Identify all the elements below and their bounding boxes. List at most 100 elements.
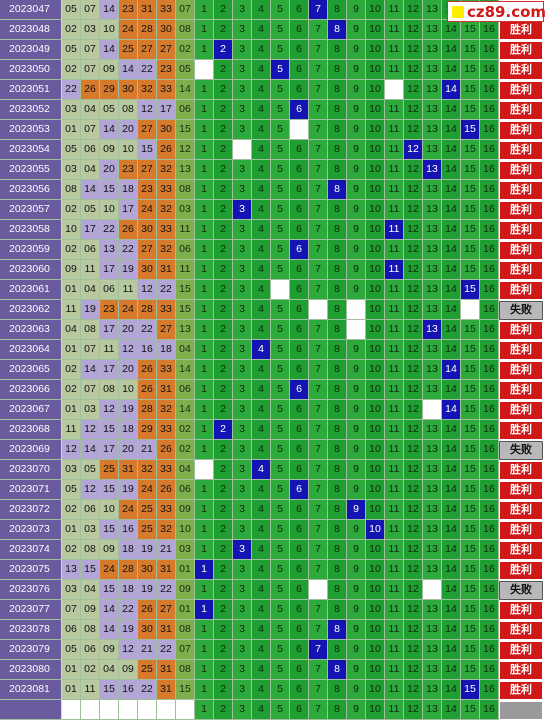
table-row: 2023067 01 03 12 19 28 32 14 1 2 3 4 5 6 7 8 9 10 11 12 13 14…	[0, 400, 546, 420]
red-ball-cell: 17	[100, 260, 119, 280]
trend-number-cell: 3	[233, 420, 252, 440]
trend-number-cell: 13	[423, 140, 442, 160]
period-cell: 2023052	[0, 100, 62, 120]
trend-number-cell: 1	[195, 0, 214, 20]
red-ball-cell: 30	[119, 80, 138, 100]
red-ball-cell: 02	[62, 240, 81, 260]
trend-number-cell: 15	[461, 360, 480, 380]
blue-ball-cell: 02	[176, 420, 195, 440]
table-row: 2023076 03 04 15 18 19 22 09 1 2 3 4 5 6 7 8 9 10 11 12 13 14…	[0, 580, 546, 600]
trend-number-cell: 2	[214, 360, 233, 380]
trend-number-cell: 9	[347, 120, 366, 140]
trend-number-cell: 14	[442, 160, 461, 180]
trend-number-cell: 11	[385, 700, 404, 720]
red-ball-cell: 31	[119, 460, 138, 480]
trend-number-cell: 8	[328, 580, 347, 600]
win-badge: 胜利	[499, 481, 543, 500]
red-ball-cell: 14	[81, 440, 100, 460]
win-badge: 胜利	[499, 261, 543, 280]
trend-number-cell: 1	[195, 580, 214, 600]
empty-number-cell	[62, 700, 81, 720]
red-ball-cell: 21	[138, 640, 157, 660]
trend-number-cell: 8	[328, 260, 347, 280]
trend-number-cell: 3	[233, 620, 252, 640]
win-badge: 胜利	[499, 661, 543, 680]
trend-number-cell: 2	[214, 0, 233, 20]
table-row: 2023075 13 15 24 28 30 31 01 1 2 3 4 5 6 7 8 9 10 11 12 13 14…	[0, 560, 546, 580]
trend-number-cell: 5	[271, 580, 290, 600]
trend-number-cell: 15	[461, 320, 480, 340]
blue-ball-cell: 06	[176, 480, 195, 500]
trend-number-cell: 10	[366, 40, 385, 60]
empty-number-cell	[81, 700, 100, 720]
red-ball-cell: 03	[81, 20, 100, 40]
trend-number-cell: 6	[290, 320, 309, 340]
trend-number-cell: 6	[290, 640, 309, 660]
red-ball-cell: 31	[138, 0, 157, 20]
trend-number-cell: 9	[347, 240, 366, 260]
table-row: 2023077 07 09 14 22 26 27 01 1 2 3 4 5 6 7 8 9 10 11 12 13 14…	[0, 600, 546, 620]
trend-number-cell: 1	[195, 320, 214, 340]
trend-number-cell: 11	[385, 480, 404, 500]
trend-number-cell: 3	[233, 80, 252, 100]
trend-number-cell: 12	[404, 20, 423, 40]
trend-number-cell: 9	[347, 80, 366, 100]
red-ball-cell: 23	[119, 160, 138, 180]
trend-number-cell: 15	[461, 700, 480, 720]
period-cell: 2023063	[0, 320, 62, 340]
table-row: 2023060 09 11 17 19 30 31 11 1 2 3 4 5 6 7 8 9 10 11 12 13 14…	[0, 260, 546, 280]
site-logo[interactable]: cz89.com	[447, 1, 546, 22]
red-ball-cell: 24	[119, 20, 138, 40]
red-ball-cell: 18	[157, 340, 176, 360]
trend-number-cell: 2	[214, 280, 233, 300]
trend-number-cell: 8	[328, 240, 347, 260]
trend-number-cell: 14	[442, 280, 461, 300]
red-ball-cell: 13	[62, 560, 81, 580]
empty-result-cell	[499, 701, 543, 720]
win-badge: 胜利	[499, 41, 543, 60]
trend-number-cell: 8	[328, 480, 347, 500]
trend-number-cell: 6	[290, 40, 309, 60]
trend-number-cell: 6	[290, 680, 309, 700]
trend-number-cell: 2	[214, 300, 233, 320]
trend-number-cell: 9	[347, 60, 366, 80]
table-row: 2023065 02 14 17 20 26 33 14 1 2 3 4 5 6 7 8 9 10 11 12 13 14…	[0, 360, 546, 380]
trend-number-cell: 7	[309, 260, 328, 280]
trend-number-cell: 13	[423, 520, 442, 540]
trend-number-cell: 1	[195, 420, 214, 440]
red-ball-cell: 12	[119, 340, 138, 360]
trend-number-cell: 9	[347, 700, 366, 720]
trend-number-cell: 15	[461, 580, 480, 600]
trend-number-cell: 3	[233, 220, 252, 240]
red-ball-cell: 27	[138, 120, 157, 140]
trend-number-cell: 5	[271, 120, 290, 140]
trend-number-cell: 10	[366, 80, 385, 100]
blue-ball-cell: 13	[176, 320, 195, 340]
hit-number-cell: 7	[309, 0, 328, 20]
trend-number-cell: 14	[442, 100, 461, 120]
trend-number-cell: 3	[233, 20, 252, 40]
trend-number-cell: 5	[271, 620, 290, 640]
trend-number-cell: 14	[442, 60, 461, 80]
trend-number-cell: 11	[385, 180, 404, 200]
trend-number-cell: 8	[328, 160, 347, 180]
period-cell: 2023079	[0, 640, 62, 660]
trend-number-cell: 16	[480, 640, 499, 660]
trend-number-cell: 8	[328, 560, 347, 580]
trend-number-cell: 10	[366, 220, 385, 240]
red-ball-cell: 30	[138, 260, 157, 280]
logo-text: cz89.com	[467, 3, 546, 21]
red-ball-cell: 27	[157, 600, 176, 620]
period-cell: 2023068	[0, 420, 62, 440]
trend-number-cell: 14	[442, 240, 461, 260]
trend-number-cell: 9	[347, 340, 366, 360]
trend-number-cell: 12	[404, 200, 423, 220]
trend-number-cell: 4	[252, 280, 271, 300]
red-ball-cell: 15	[100, 580, 119, 600]
red-ball-cell: 07	[81, 340, 100, 360]
red-ball-cell: 28	[119, 560, 138, 580]
trend-number-cell: 14	[442, 620, 461, 640]
trend-number-cell: 3	[233, 480, 252, 500]
trend-number-cell: 9	[347, 380, 366, 400]
trend-number-cell: 7	[309, 220, 328, 240]
